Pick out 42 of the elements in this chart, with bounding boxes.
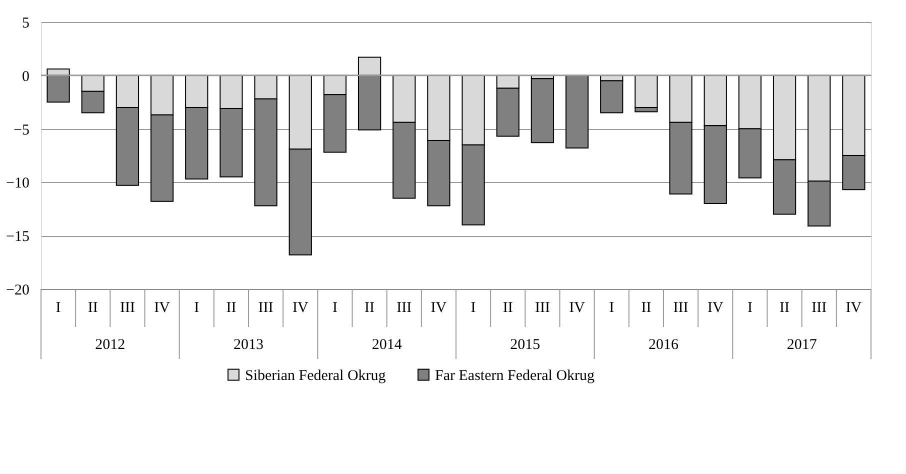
x-tick-label: I xyxy=(332,300,338,316)
legend-label: Siberian Federal Okrug xyxy=(245,368,386,384)
text: 2017 xyxy=(786,337,818,353)
x-tick-label: II xyxy=(502,300,513,316)
x-tick-label: IV xyxy=(292,300,308,316)
x-tick-label: II xyxy=(226,300,236,316)
y-tick-label: −5 xyxy=(14,122,30,138)
legend-label: Far Eastern Federal Okrug xyxy=(435,368,596,384)
x-tick-label: III xyxy=(396,300,412,316)
text: 2015 xyxy=(510,337,540,353)
x-tick-label: III xyxy=(673,300,688,316)
bar xyxy=(600,80,624,114)
y-tick-label: −10 xyxy=(6,176,30,192)
x-tick-label: II xyxy=(641,300,652,316)
x-tick-label: I xyxy=(470,300,476,316)
x-tick-label: IV xyxy=(569,300,586,316)
x-tick-label: I xyxy=(747,300,752,316)
x-tick-label: III xyxy=(812,300,827,316)
text: 2014 xyxy=(372,337,402,353)
x-tick-label: I xyxy=(194,300,200,316)
y-tick-label: 0 xyxy=(22,68,30,85)
text: 2013 xyxy=(234,337,264,353)
x-tick-label: IV xyxy=(430,300,447,316)
x-tick-label: I xyxy=(56,300,61,316)
x-tick-label: IV xyxy=(154,300,170,316)
x-tick-label: III xyxy=(120,300,135,316)
text: 2016 xyxy=(648,337,679,353)
text: 2012 xyxy=(95,337,126,353)
x-tick-label: II xyxy=(364,300,375,316)
bar xyxy=(565,74,589,149)
x-tick-label: IV xyxy=(707,300,724,316)
x-tick-label: II xyxy=(780,300,790,316)
x-tick-label: III xyxy=(258,300,274,316)
y-tick-label: −15 xyxy=(6,229,30,246)
y-tick-label: −20 xyxy=(6,282,30,298)
x-tick-label: IV xyxy=(846,300,862,316)
y-tick-label: 5 xyxy=(22,16,30,32)
bar xyxy=(530,78,554,144)
x-tick-label: I xyxy=(609,300,614,316)
bar xyxy=(634,74,658,108)
x-tick-label: III xyxy=(534,300,550,316)
x-tick-label: II xyxy=(88,300,98,316)
